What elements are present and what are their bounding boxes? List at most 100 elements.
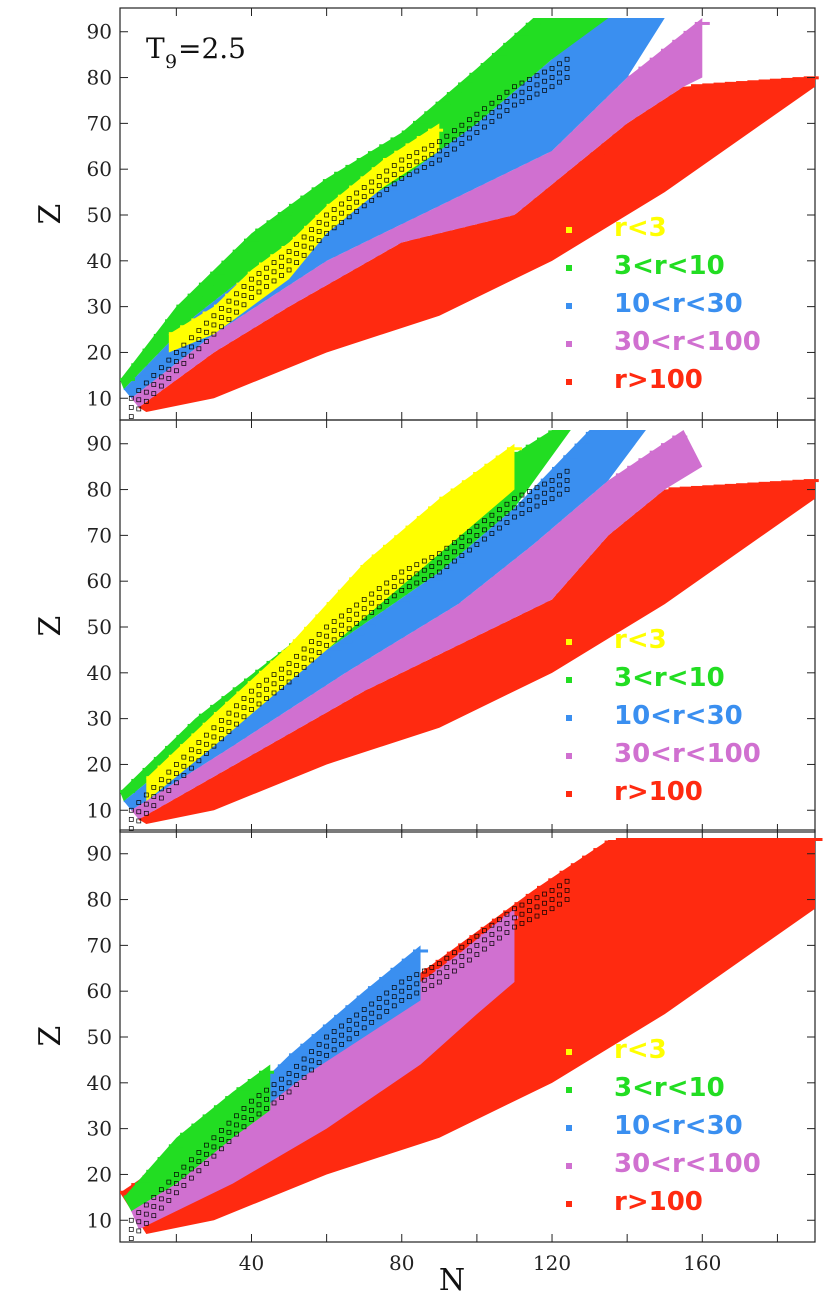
stable-marker [406, 566, 412, 571]
stable-marker [527, 507, 532, 513]
stable-marker [482, 937, 487, 943]
edge-stripe [176, 734, 192, 738]
stable-marker [339, 622, 344, 628]
legend-label: r>100 [614, 365, 703, 395]
stable-marker [429, 152, 435, 157]
edge-stripe [349, 632, 365, 636]
edge-stripe [638, 66, 654, 70]
edge-stripe [469, 72, 485, 76]
edge-stripe [593, 108, 609, 112]
stable-marker [452, 558, 457, 564]
edge-stripe [691, 485, 707, 489]
stable-marker [376, 1005, 382, 1011]
edge-stripe [243, 312, 259, 316]
edge-stripe [446, 608, 462, 612]
panel-2: 10 20 30 40 50 60 70 80 90 Z r<3 3<r<10 10<r<30 30<r<… [33, 419, 819, 833]
edge-stripe [413, 629, 429, 633]
stable-marker [324, 1043, 329, 1049]
edge-stripe [345, 1005, 361, 1009]
stable-marker [279, 666, 284, 672]
edge-stripe [356, 244, 372, 248]
edge-stripe [585, 431, 601, 435]
stable-marker [264, 1087, 269, 1093]
edge-stripe [262, 746, 278, 750]
edge-stripe [138, 405, 154, 409]
stable-marker [512, 915, 517, 921]
edge-stripe [691, 84, 707, 88]
edge-stripe [322, 261, 338, 265]
edge-stripe [450, 560, 466, 564]
stable-marker [234, 291, 239, 297]
band-edge-stripes [138, 479, 819, 821]
stable-marker [219, 315, 224, 320]
edge-stripe [446, 960, 462, 964]
edge-stripe [322, 1058, 338, 1062]
stable-marker [527, 908, 532, 913]
edge-stripe [544, 601, 560, 605]
edge-stripe [255, 228, 271, 232]
stable-marker [504, 930, 510, 935]
edge-stripe [382, 544, 398, 548]
edge-stripe [537, 437, 553, 441]
stable-marker [429, 983, 435, 989]
stable-marker [256, 701, 262, 707]
y-axis-title: Z [33, 616, 68, 637]
stable-marker [534, 73, 540, 79]
edge-stripe [559, 141, 575, 145]
x-axis [175, 420, 778, 832]
panel-1: 10 20 30 40 50 60 70 80 90 Z T 9 =2.5 r<3 3<r<10 10<r<3… [33, 7, 819, 421]
edge-stripe [627, 75, 643, 79]
stable-marker [339, 210, 344, 216]
edge-stripe [552, 57, 568, 61]
edge-stripe [405, 593, 421, 597]
y-tick-label: 40 [87, 249, 112, 273]
edge-stripe [304, 663, 320, 667]
stable-marker [467, 117, 472, 123]
edge-stripe [311, 1034, 327, 1038]
stable-marker [564, 897, 570, 902]
edge-stripe [168, 754, 184, 758]
edge-stripe [781, 480, 797, 484]
stable-marker [301, 1074, 307, 1080]
stable-marker [489, 531, 495, 536]
stable-marker [196, 740, 202, 745]
edge-stripe [379, 144, 395, 148]
stable-marker [474, 523, 480, 529]
edge-stripe [559, 520, 575, 524]
y-tick-label: 50 [87, 1025, 112, 1049]
stable-marker [436, 157, 442, 163]
edge-stripe [672, 838, 688, 841]
edge-stripe [476, 222, 492, 226]
stable-marker [406, 994, 412, 1000]
stable-marker [234, 721, 239, 727]
stable-marker [557, 491, 562, 497]
edge-stripe [548, 430, 564, 434]
edge-stripe [296, 727, 312, 731]
edge-stripe [217, 772, 233, 776]
stable-marker [467, 948, 472, 954]
edge-stripe [326, 647, 342, 651]
edge-stripe [198, 343, 214, 347]
edge-stripe [165, 370, 181, 374]
edge-stripe [289, 1053, 305, 1057]
edge-stripe [311, 692, 327, 696]
stable-marker [226, 719, 232, 725]
edge-stripe [582, 500, 598, 504]
stable-marker [549, 888, 555, 893]
stable-marker [241, 284, 247, 289]
edge-stripe [296, 300, 312, 304]
stable-marker [399, 569, 405, 575]
legend-swatch [566, 379, 572, 385]
edge-stripe [330, 708, 346, 712]
edge-stripe [277, 1095, 293, 1099]
stable-marker [527, 489, 532, 494]
edge-stripe [221, 696, 237, 700]
edge-stripe [454, 227, 470, 231]
edge-stripe [311, 187, 327, 191]
edge-stripe [277, 290, 293, 294]
y-tick-label: 30 [87, 1117, 112, 1141]
stable-marker [444, 955, 450, 961]
edge-stripe [187, 723, 203, 727]
edge-stripe [694, 21, 710, 25]
